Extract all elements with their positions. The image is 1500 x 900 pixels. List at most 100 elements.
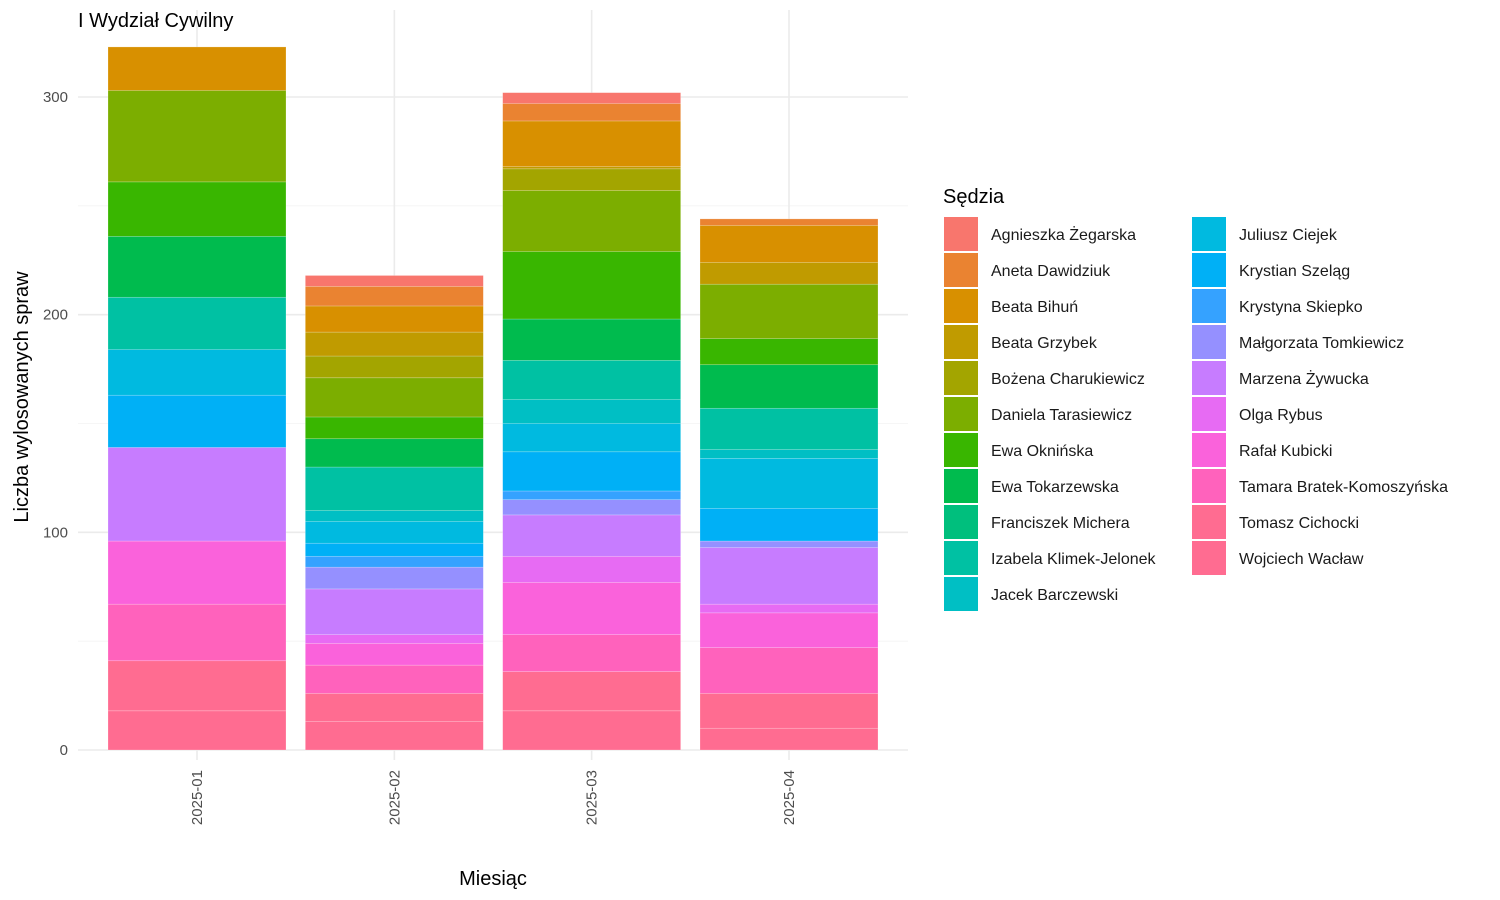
legend-label: Daniela Tarasiewicz — [991, 407, 1132, 424]
legend-key — [1192, 541, 1226, 575]
bar-segment — [107, 90, 287, 183]
legend-key — [944, 397, 978, 431]
bar-segment — [502, 582, 681, 635]
bar-segment — [305, 377, 484, 418]
bar-segment — [107, 710, 287, 751]
chart-title: I Wydział Cywilny — [78, 10, 233, 32]
bar-segment — [305, 331, 484, 357]
bar-segment — [305, 588, 484, 635]
bar-segment — [502, 451, 681, 492]
x-tick-label: 2025-02 — [386, 770, 403, 825]
legend-item: Olga Rybus — [1192, 397, 1323, 431]
bar-segment — [502, 634, 681, 672]
bar-segment — [502, 166, 681, 170]
legend-label: Jacek Barczewski — [991, 587, 1118, 604]
legend-key — [944, 253, 978, 287]
legend-item: Aneta Dawidziuk — [944, 253, 1111, 287]
legend-item: Bożena Charukiewicz — [944, 361, 1145, 395]
legend-item: Juliusz Ciejek — [1192, 217, 1338, 251]
bar-segment — [305, 521, 484, 544]
bar-segment — [107, 349, 287, 396]
bar-segment — [502, 490, 681, 500]
bar-segment — [107, 660, 287, 712]
y-axis-ticks: 0 100 200 300 — [43, 89, 68, 759]
x-tick-label: 2025-03 — [584, 770, 601, 825]
bar-segment — [699, 693, 879, 729]
legend-item: Wojciech Wacław — [1192, 541, 1364, 575]
legend-label: Wojciech Wacław — [1239, 551, 1364, 568]
legend-label: Tamara Bratek-Komoszyńska — [1239, 479, 1448, 496]
bar-segment — [502, 671, 681, 712]
bar-segment — [107, 236, 287, 298]
bar-segment — [502, 168, 681, 191]
bar-segment — [305, 664, 484, 694]
legend-item: Rafał Kubicki — [1192, 433, 1332, 467]
bar-segment — [699, 364, 879, 409]
legend-label: Juliusz Ciejek — [1239, 227, 1338, 244]
legend-label: Olga Rybus — [1239, 407, 1323, 424]
bar-segment — [699, 449, 879, 459]
bar-segment — [305, 542, 484, 557]
legend-key — [944, 325, 978, 359]
bar-segment — [305, 286, 484, 307]
legend-key — [944, 361, 978, 395]
bars — [107, 46, 879, 751]
y-tick-label: 0 — [60, 742, 68, 759]
legend-key — [944, 433, 978, 467]
bar-segment — [699, 218, 879, 226]
bar-segment — [502, 710, 681, 751]
bar-segment — [107, 540, 287, 605]
bar-segment — [502, 92, 681, 104]
legend-item: Beata Bihuń — [944, 289, 1078, 323]
bar-segment — [699, 508, 879, 542]
y-axis-title: Liczba wylosowanych spraw — [11, 271, 33, 523]
legend-label: Beata Grzybek — [991, 335, 1098, 352]
bar-segment — [305, 555, 484, 568]
x-tick-label: 2025-04 — [781, 770, 798, 825]
x-axis-title: Miesiąc — [459, 868, 527, 890]
bar-segment — [699, 283, 879, 339]
legend-label: Agnieszka Żegarska — [991, 225, 1136, 244]
bar-segment — [305, 466, 484, 511]
legend-key — [1192, 253, 1226, 287]
legend-key — [1192, 397, 1226, 431]
bar-segment — [502, 423, 681, 453]
bar-segment — [305, 416, 484, 440]
legend-key — [1192, 361, 1226, 395]
legend-item: Krystian Szeląg — [1192, 253, 1350, 287]
legend-item: Tamara Bratek-Komoszyńska — [1192, 469, 1448, 503]
bar-segment — [502, 251, 681, 320]
legend-key — [1192, 505, 1226, 539]
y-tick-label: 300 — [43, 89, 68, 106]
legend-item: Małgorzata Tomkiewicz — [1192, 325, 1404, 359]
legend-key — [944, 577, 978, 611]
bar-segment — [502, 190, 681, 252]
legend-item: Krystyna Skiepko — [1192, 289, 1363, 323]
legend-label: Rafał Kubicki — [1239, 443, 1332, 460]
legend-label: Krystian Szeląg — [1239, 263, 1350, 280]
bar-segment — [699, 540, 879, 548]
legend-label: Małgorzata Tomkiewicz — [1239, 335, 1404, 352]
legend-key — [1192, 217, 1226, 251]
bar-segment — [305, 693, 484, 723]
legend-key — [944, 505, 978, 539]
bar-segment — [305, 634, 484, 644]
bar-segment — [699, 338, 879, 366]
bar-segment — [107, 603, 287, 662]
bar-segment — [699, 547, 879, 605]
y-tick-label: 200 — [43, 307, 68, 324]
bar-segment — [699, 647, 879, 694]
bar-segment — [502, 555, 681, 583]
legend-key — [944, 217, 978, 251]
bar-segment — [699, 727, 879, 751]
bar-segment — [699, 262, 879, 285]
bar-segment — [107, 181, 287, 237]
bar-segment — [699, 612, 879, 648]
bar-segment — [502, 360, 681, 400]
legend-item: Ewa Tokarzewska — [944, 469, 1119, 503]
bar-segment — [699, 407, 879, 450]
bar-segment — [107, 46, 287, 91]
bar-segment — [699, 225, 879, 263]
bar-segment — [305, 275, 484, 287]
